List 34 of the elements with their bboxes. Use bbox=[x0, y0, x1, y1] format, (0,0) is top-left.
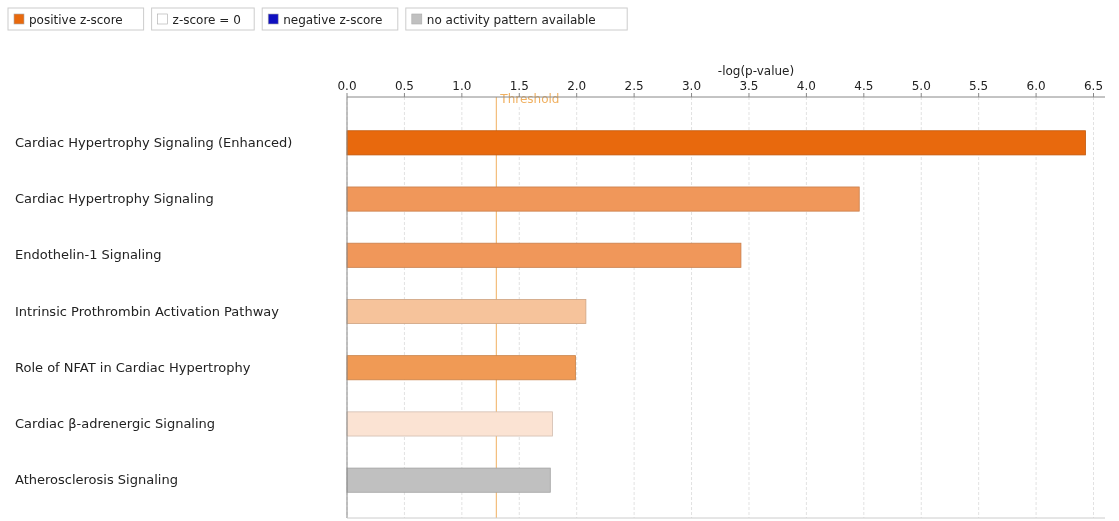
y-tick-label: Endothelin-1 Signaling bbox=[15, 247, 162, 263]
y-tick-label: Cardiac β-adrenergic Signaling bbox=[15, 415, 216, 431]
bar bbox=[346, 355, 576, 381]
legend-label: no activity pattern available bbox=[426, 12, 596, 27]
x-tick-label: 4.5 bbox=[854, 79, 874, 93]
x-tick-label: 2.0 bbox=[567, 79, 587, 93]
x-tick-label: 4.0 bbox=[796, 79, 816, 93]
x-tick-label: 0.5 bbox=[394, 79, 414, 93]
x-tick-label: 0.0 bbox=[337, 79, 357, 93]
x-tick-label: 2.5 bbox=[624, 79, 644, 93]
x-tick-label: 6.5 bbox=[1083, 79, 1104, 93]
bar bbox=[346, 186, 860, 212]
y-tick-label: Intrinsic Prothrombin Activation Pathway bbox=[15, 303, 280, 319]
x-tick-label: 1.5 bbox=[509, 79, 529, 93]
legend-label: z-score = 0 bbox=[172, 12, 241, 27]
y-tick-label: Cardiac Hypertrophy Signaling bbox=[15, 191, 214, 207]
bar bbox=[346, 299, 587, 324]
legend-label: negative z-score bbox=[283, 12, 383, 27]
y-tick-label: Role of NFAT in Cardiac Hypertrophy bbox=[15, 359, 251, 375]
y-tick-label: Cardiac Hypertrophy Signaling (Enhanced) bbox=[15, 134, 293, 150]
bar bbox=[346, 467, 551, 493]
x-tick-label: 3.5 bbox=[739, 79, 759, 93]
x-tick-label: 6.0 bbox=[1026, 79, 1046, 93]
x-tick-label: 1.0 bbox=[452, 79, 472, 93]
x-tick-label: 3.0 bbox=[682, 79, 702, 93]
legend-label: positive z-score bbox=[29, 12, 123, 27]
bar bbox=[346, 130, 1086, 156]
x-tick-label: 5.0 bbox=[911, 79, 931, 93]
ref-line-label: Threshold bbox=[499, 92, 560, 106]
bar bbox=[346, 242, 742, 268]
bar bbox=[346, 411, 553, 437]
y-tick-label: Atherosclerosis Signaling bbox=[15, 472, 178, 488]
x-tick-label: 5.5 bbox=[969, 79, 989, 93]
x-axis-title: -log(p-value) bbox=[717, 64, 795, 78]
